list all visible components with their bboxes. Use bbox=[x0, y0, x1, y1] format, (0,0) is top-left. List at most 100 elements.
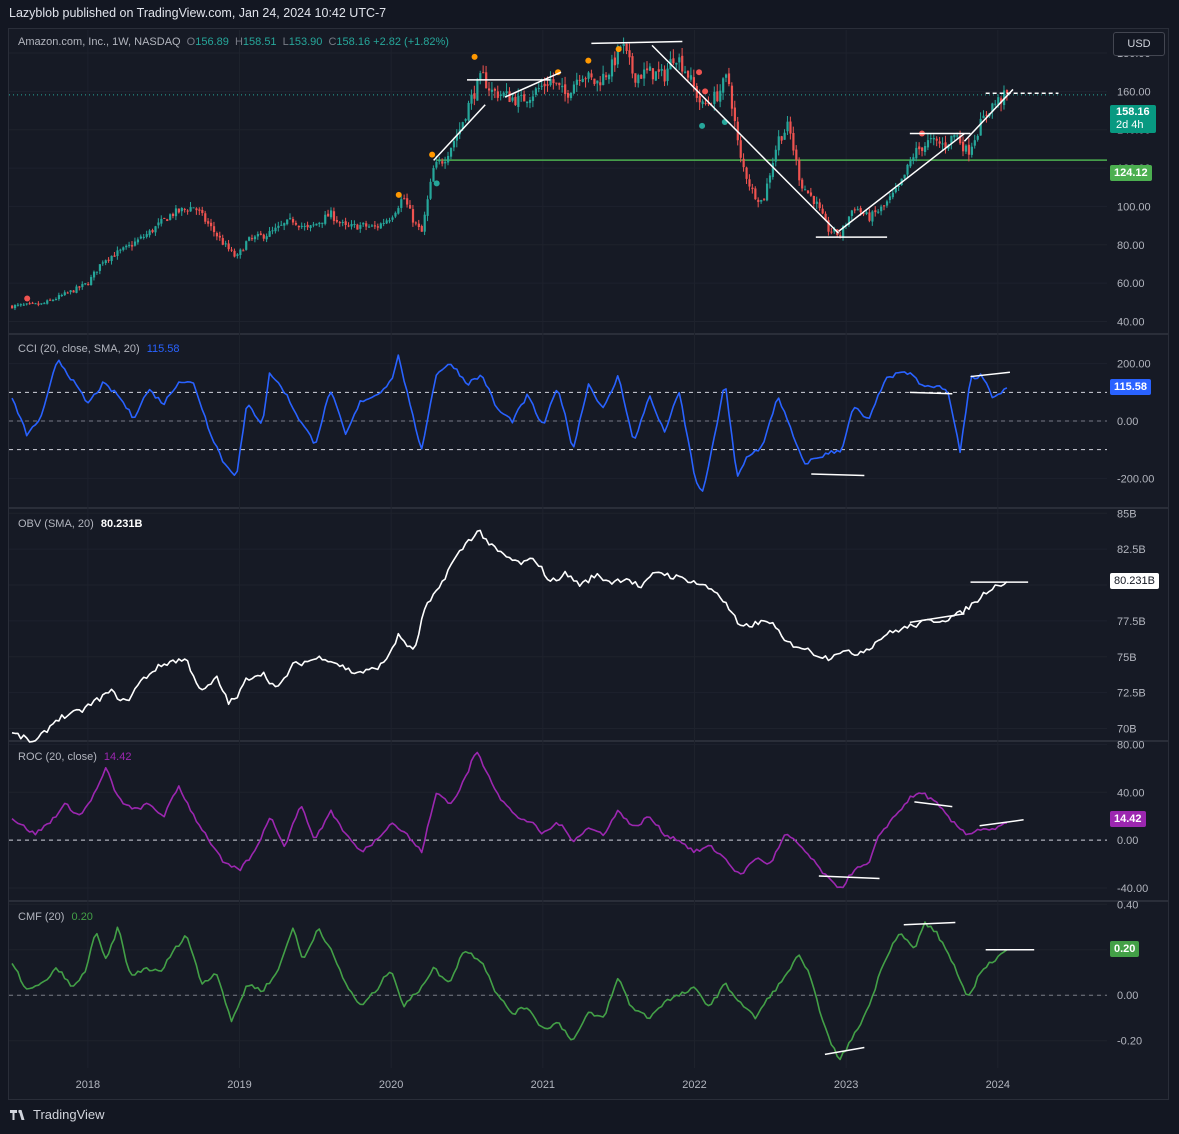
low-value: 153.90 bbox=[288, 36, 323, 48]
candle-body bbox=[309, 225, 312, 229]
candle-body bbox=[722, 78, 725, 93]
obv-legend[interactable]: OBV (SMA, 20) 80.231B bbox=[18, 518, 142, 530]
y-tick-label: 40.00 bbox=[1117, 316, 1145, 328]
candle-body bbox=[760, 199, 763, 202]
candle-body bbox=[160, 218, 163, 224]
candle-body bbox=[640, 74, 643, 79]
candle-body bbox=[385, 220, 388, 224]
candle-body bbox=[994, 103, 997, 105]
candle-body bbox=[139, 236, 142, 239]
candle-body bbox=[28, 303, 31, 305]
candle-body bbox=[877, 211, 880, 213]
candle-body bbox=[502, 92, 505, 97]
candle-body bbox=[75, 286, 78, 293]
candle-body bbox=[868, 212, 871, 221]
cmf-legend-value: 0.20 bbox=[71, 911, 93, 923]
candle-body bbox=[842, 226, 845, 238]
candle-body bbox=[350, 223, 353, 227]
y-tick-label: 200.00 bbox=[1117, 359, 1151, 371]
candle-body bbox=[572, 84, 576, 94]
cmf-price-tag: 0.20 bbox=[1110, 941, 1140, 957]
candle-body bbox=[926, 140, 930, 148]
candle-body bbox=[253, 236, 257, 240]
candle-body bbox=[128, 244, 131, 247]
y-tick-label: -200.00 bbox=[1117, 473, 1154, 485]
candle-body bbox=[628, 50, 631, 58]
currency-button[interactable]: USD bbox=[1113, 32, 1165, 56]
candle-body bbox=[215, 232, 219, 237]
candle-body bbox=[373, 225, 377, 227]
obv-legend-value: 80.231B bbox=[100, 518, 143, 530]
roc-price-tag: 14.42 bbox=[1110, 811, 1146, 827]
candle-body bbox=[508, 91, 511, 102]
candle-body bbox=[145, 234, 148, 237]
candle-body bbox=[883, 205, 886, 207]
candle-body bbox=[131, 245, 134, 247]
candle-body bbox=[142, 236, 145, 238]
cci-trendline bbox=[909, 391, 953, 395]
cci-legend-value: 115.58 bbox=[146, 343, 180, 355]
candle-body bbox=[686, 70, 690, 78]
signal-dot bbox=[696, 69, 703, 76]
candle-body bbox=[57, 295, 61, 300]
candle-body bbox=[634, 73, 637, 83]
candle-body bbox=[590, 73, 593, 78]
y-tick-label: 82.5B bbox=[1117, 544, 1146, 556]
candle-body bbox=[622, 43, 625, 47]
candle-body bbox=[698, 96, 701, 103]
candle-body bbox=[663, 69, 666, 82]
y-tick-label: 70B bbox=[1117, 724, 1137, 736]
candle-body bbox=[830, 231, 833, 233]
candle-body bbox=[291, 219, 295, 223]
cci-legend[interactable]: CCI (20, close, SMA, 20) 115.58 bbox=[18, 343, 180, 355]
candle-body bbox=[186, 210, 189, 212]
candle-body bbox=[329, 210, 333, 218]
candle-body bbox=[701, 101, 704, 105]
candle-body bbox=[847, 216, 851, 226]
candle-body bbox=[414, 222, 418, 224]
candle-body bbox=[499, 94, 502, 96]
candle-body bbox=[809, 192, 813, 196]
candle-body bbox=[493, 88, 497, 91]
candle-body bbox=[546, 84, 549, 86]
x-tick-label: 2022 bbox=[682, 1079, 706, 1091]
symbol-legend[interactable]: Amazon.com, Inc., 1W, NASDAQ O156.89 H15… bbox=[18, 36, 449, 48]
candle-body bbox=[341, 221, 344, 223]
candle-body bbox=[561, 85, 564, 88]
candle-body bbox=[54, 298, 58, 300]
candle-body bbox=[192, 207, 195, 209]
candle-body bbox=[798, 159, 801, 181]
candle-body bbox=[22, 304, 25, 306]
roc-legend[interactable]: ROC (20, close) 14.42 bbox=[18, 751, 131, 763]
candle-body bbox=[359, 225, 362, 229]
candle-body bbox=[719, 90, 722, 102]
low-label: L bbox=[282, 36, 289, 48]
candle-body bbox=[973, 140, 976, 146]
candle-body bbox=[271, 230, 274, 232]
candle-body bbox=[171, 213, 175, 217]
open-label: O bbox=[186, 36, 196, 48]
candle-body bbox=[862, 213, 865, 215]
candle-body bbox=[962, 141, 965, 152]
cci-trendline bbox=[970, 371, 1011, 378]
candle-body bbox=[169, 214, 172, 220]
candle-body bbox=[941, 143, 944, 145]
candle-body bbox=[400, 199, 403, 208]
y-tick-label: -0.20 bbox=[1117, 1036, 1142, 1048]
candle-body bbox=[528, 99, 532, 103]
candle-body bbox=[201, 210, 204, 214]
candle-body bbox=[789, 121, 792, 134]
y-tick-label: 40.00 bbox=[1117, 787, 1145, 799]
candle-body bbox=[959, 135, 962, 144]
candle-body bbox=[332, 211, 336, 221]
y-tick-label: 0.00 bbox=[1117, 990, 1138, 1002]
candle-body bbox=[827, 220, 830, 232]
candle-body bbox=[464, 119, 467, 121]
candle-body bbox=[566, 92, 570, 98]
candle-body bbox=[438, 160, 441, 162]
candle-body bbox=[452, 141, 456, 148]
tradingview-logo[interactable]: TradingView bbox=[10, 1107, 105, 1122]
cmf-legend[interactable]: CMF (20) 0.20 bbox=[18, 911, 93, 923]
candle-body bbox=[569, 92, 573, 99]
